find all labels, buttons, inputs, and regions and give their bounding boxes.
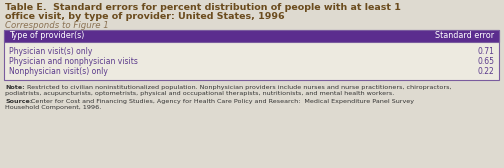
Text: Type of provider(s): Type of provider(s): [9, 32, 84, 40]
Text: 0.65: 0.65: [477, 56, 494, 66]
Text: Physician visit(s) only: Physician visit(s) only: [9, 47, 92, 55]
Text: Corresponds to Figure 1: Corresponds to Figure 1: [5, 21, 109, 30]
Bar: [4, 30, 499, 42]
Text: 0.71: 0.71: [477, 47, 494, 55]
Text: Physician and nonphysician visits: Physician and nonphysician visits: [9, 56, 138, 66]
Text: 0.22: 0.22: [477, 67, 494, 75]
Bar: [4, 30, 499, 80]
Text: Restricted to civilian noninstitutionalized population. Nonphysician providers i: Restricted to civilian noninstitutionali…: [27, 85, 452, 90]
Text: Note:: Note:: [5, 85, 25, 90]
Text: office visit, by type of provider: United States, 1996: office visit, by type of provider: Unite…: [5, 12, 285, 21]
Text: podiatrists, acupuncturists, optometrists, physical and occupational therapists,: podiatrists, acupuncturists, optometrist…: [5, 91, 394, 96]
Text: Table E.  Standard errors for percent distribution of people with at least 1: Table E. Standard errors for percent dis…: [5, 3, 401, 12]
Text: Center for Cost and Financing Studies, Agency for Health Care Policy and Researc: Center for Cost and Financing Studies, A…: [31, 99, 414, 104]
Text: Household Component, 1996.: Household Component, 1996.: [5, 105, 101, 110]
Text: Nonphysician visit(s) only: Nonphysician visit(s) only: [9, 67, 108, 75]
Text: Source:: Source:: [5, 99, 32, 104]
Text: Standard error: Standard error: [435, 32, 494, 40]
